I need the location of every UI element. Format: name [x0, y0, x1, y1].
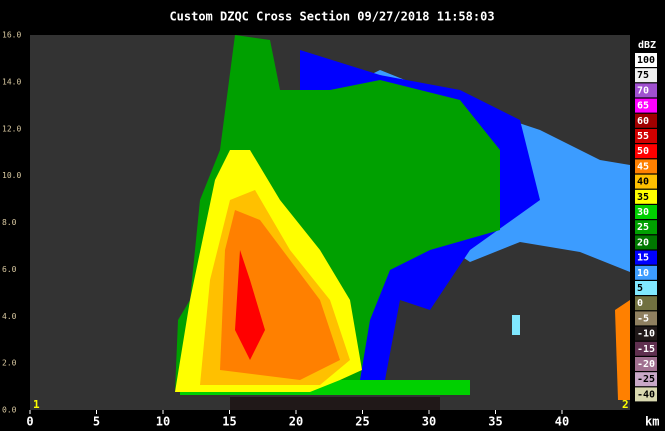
- colorbar-label: -5: [637, 313, 649, 324]
- colorbar-label: -10: [637, 329, 655, 340]
- x-tick-label: 40: [555, 415, 569, 429]
- colorbar-label: -20: [637, 359, 655, 370]
- colorbar-label: 100: [637, 55, 655, 66]
- marker-right: 2: [622, 398, 629, 411]
- colorbar-label: 70: [637, 85, 649, 96]
- colorbar-label: 55: [637, 131, 649, 142]
- y-tick-label: 8.0: [2, 218, 17, 227]
- colorbar-label: 75: [637, 70, 649, 81]
- x-tick-label: 25: [355, 415, 369, 429]
- colorbar-label: 45: [637, 161, 649, 172]
- colorbar-label: 5: [637, 283, 643, 294]
- colorbar-label: 35: [637, 192, 649, 203]
- y-tick-label: 0.0: [2, 406, 17, 415]
- y-tick-label: 12.0: [2, 124, 21, 133]
- colorbar-label: -40: [637, 389, 655, 400]
- colorbar-title: dBZ: [638, 40, 656, 51]
- colorbar-label: 60: [637, 116, 649, 127]
- colorbar-label: -15: [637, 344, 655, 355]
- x-tick-label: 35: [488, 415, 502, 429]
- echo: [230, 397, 440, 410]
- colorbar-label: 25: [637, 222, 649, 233]
- colorbar-label: 10: [637, 268, 649, 279]
- marker-left: 1: [33, 398, 40, 411]
- x-tick-label: 10: [156, 415, 170, 429]
- echo: [512, 315, 520, 335]
- x-tick-label: 0: [26, 415, 33, 429]
- colorbar-label: 0: [637, 298, 643, 309]
- colorbar-label: 15: [637, 253, 649, 264]
- y-tick-label: 16.0: [2, 31, 21, 40]
- title: Custom DZQC Cross Section 09/27/2018 11:…: [169, 10, 494, 24]
- x-tick-label: 30: [422, 415, 436, 429]
- x-unit: km: [645, 415, 659, 429]
- y-tick-label: 2.0: [2, 359, 17, 368]
- colorbar-label: 30: [637, 207, 649, 218]
- colorbar-label: -25: [637, 374, 655, 385]
- y-tick-label: 14.0: [2, 77, 21, 86]
- colorbar-label: 50: [637, 146, 649, 157]
- colorbar-label: 40: [637, 177, 649, 188]
- colorbar-label: 65: [637, 101, 649, 112]
- radar-cross-section: Custom DZQC Cross Section 09/27/2018 11:…: [0, 0, 665, 431]
- colorbar-label: 20: [637, 237, 649, 248]
- y-tick-label: 10.0: [2, 171, 21, 180]
- x-tick-label: 5: [93, 415, 100, 429]
- y-tick-label: 6.0: [2, 265, 17, 274]
- x-tick-label: 15: [222, 415, 236, 429]
- x-tick-label: 20: [289, 415, 303, 429]
- y-tick-label: 4.0: [2, 312, 17, 321]
